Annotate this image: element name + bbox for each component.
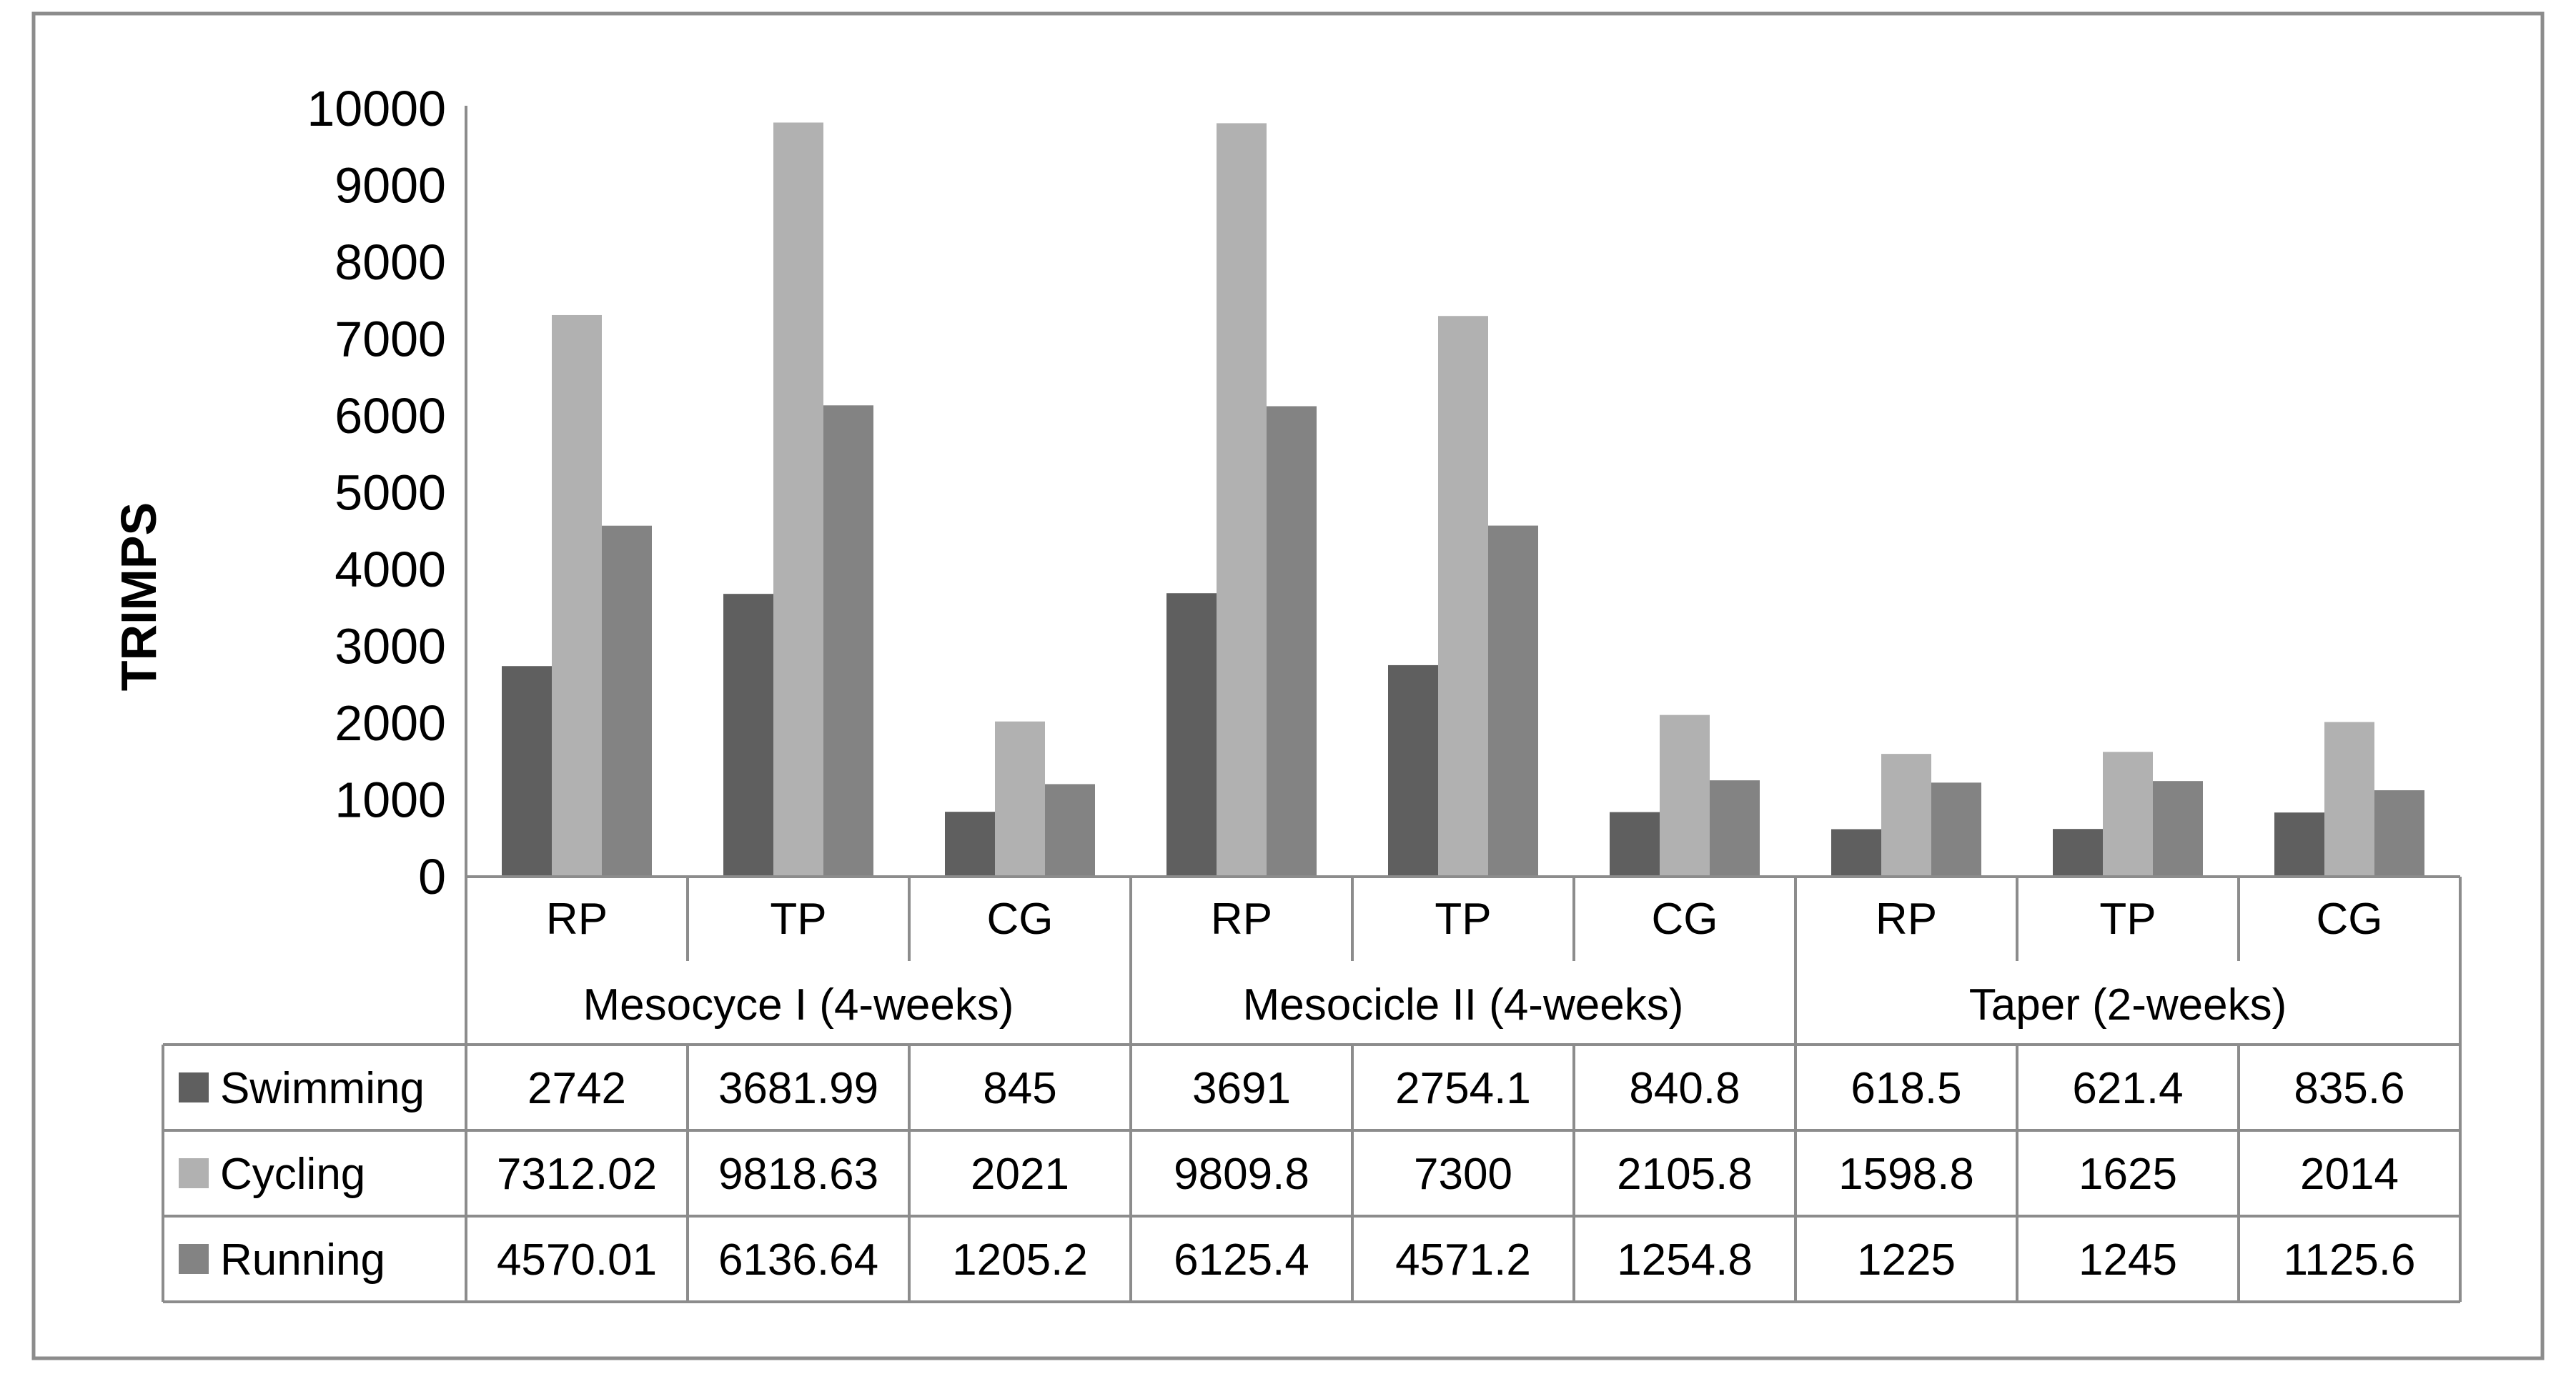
y-tick-label: 2000 [335, 695, 446, 751]
bar-cycling-8 [2103, 752, 2153, 877]
x-category-label: RP [1876, 895, 1937, 944]
bar-cycling-7 [1881, 754, 1931, 877]
x-category-label: RP [546, 895, 608, 944]
table-cell-cycling: 1598.8 [1838, 1150, 1974, 1199]
bar-swimming-3 [945, 812, 995, 877]
table-cell-running: 6125.4 [1174, 1235, 1309, 1285]
y-tick-label: 9000 [335, 158, 446, 214]
y-axis-label: TRIMPS [111, 502, 167, 691]
table-cell-running: 1125.6 [2283, 1235, 2415, 1285]
table-cell-running: 4571.2 [1395, 1235, 1531, 1285]
y-tick-label: 0 [418, 849, 446, 905]
y-tick-label: 1000 [335, 772, 446, 828]
table-cell-cycling: 2105.8 [1617, 1150, 1753, 1199]
table-cell-swimming: 3691 [1192, 1064, 1291, 1113]
x-category-label: TP [770, 895, 826, 944]
y-tick-label: 5000 [335, 465, 446, 521]
legend-label-running: Running [220, 1235, 385, 1285]
table-cell-swimming: 835.6 [2294, 1064, 2404, 1113]
table-cell-swimming: 618.5 [1851, 1064, 1961, 1113]
table-cell-cycling: 9818.63 [718, 1150, 878, 1199]
x-group-label: Taper (2-weeks) [1969, 980, 2287, 1030]
legend-swatch-running [179, 1244, 209, 1274]
table-cell-running: 1245 [2079, 1235, 2177, 1285]
bar-swimming-7 [1831, 829, 1881, 877]
bar-swimming-2 [723, 594, 773, 877]
bar-swimming-9 [2274, 812, 2324, 877]
table-cell-swimming: 840.8 [1629, 1064, 1740, 1113]
table-cell-cycling: 2014 [2300, 1150, 2399, 1199]
bar-swimming-8 [2053, 829, 2103, 877]
table-cell-swimming: 2754.1 [1395, 1064, 1531, 1113]
table-cell-cycling: 9809.8 [1174, 1150, 1309, 1199]
bar-cycling-4 [1217, 123, 1267, 877]
bar-running-7 [1931, 782, 1981, 877]
bar-swimming-4 [1166, 593, 1217, 877]
table-cell-swimming: 845 [983, 1064, 1056, 1113]
x-category-label: CG [987, 895, 1054, 944]
table-cell-running: 6136.64 [718, 1235, 878, 1285]
x-category-label: TP [1435, 895, 1491, 944]
bar-swimming-6 [1610, 812, 1660, 877]
legend-label-cycling: Cycling [220, 1150, 365, 1199]
x-category-label: CG [1652, 895, 1718, 944]
y-tick-label: 3000 [335, 619, 446, 674]
y-tick-label: 8000 [335, 234, 446, 290]
table-cell-swimming: 3681.99 [718, 1064, 878, 1113]
y-tick-label: 7000 [335, 312, 446, 367]
bar-cycling-9 [2324, 722, 2374, 877]
bar-running-5 [1488, 525, 1538, 877]
bar-cycling-5 [1438, 316, 1488, 877]
bars-layer [502, 122, 2424, 877]
y-tick-label: 6000 [335, 388, 446, 444]
x-category-label: CG [2317, 895, 2383, 944]
legend-label-swimming: Swimming [220, 1064, 425, 1113]
table-cell-running: 4570.01 [497, 1235, 657, 1285]
bar-swimming-5 [1388, 664, 1438, 877]
x-group-label: Mesocicle II (4-weeks) [1243, 980, 1684, 1030]
x-category-label: TP [2099, 895, 2156, 944]
table-cell-running: 1205.2 [952, 1235, 1088, 1285]
x-category-label: RP [1211, 895, 1272, 944]
table-cell-cycling: 7300 [1414, 1150, 1512, 1199]
bar-cycling-1 [552, 314, 602, 877]
table-cell-cycling: 7312.02 [497, 1150, 657, 1199]
bar-running-9 [2374, 790, 2424, 877]
bar-swimming-1 [502, 666, 552, 877]
bar-running-1 [602, 525, 652, 877]
bar-running-4 [1267, 406, 1317, 877]
table-cell-running: 1254.8 [1617, 1235, 1753, 1285]
bar-running-8 [2153, 781, 2203, 877]
table-cell-swimming: 621.4 [2072, 1064, 2183, 1113]
bar-cycling-6 [1660, 715, 1710, 877]
table-cell-cycling: 1625 [2079, 1150, 2177, 1199]
table-cell-cycling: 2021 [971, 1150, 1069, 1199]
bar-running-6 [1710, 780, 1760, 877]
bar-cycling-3 [995, 721, 1045, 877]
bar-cycling-2 [773, 122, 823, 877]
y-axis: 0 1000 2000 3000 4000 5000 6000 7000 8000 9000 100… [307, 81, 467, 905]
data-table: RP TP CG RP TP CG RP TP CG Mesocyce I (4-weeks) Me… [162, 875, 2462, 1303]
table-cell-swimming: 2742 [527, 1064, 626, 1113]
legend-swatch-swimming [179, 1072, 209, 1102]
legend-swatch-cycling [179, 1158, 209, 1188]
bar-running-2 [823, 405, 873, 877]
y-tick-label: 10000 [307, 81, 446, 136]
y-tick-label: 4000 [335, 542, 446, 597]
table-cell-running: 1225 [1857, 1235, 1956, 1285]
x-group-label: Mesocyce I (4-weeks) [583, 980, 1014, 1030]
bar-running-3 [1045, 784, 1095, 877]
